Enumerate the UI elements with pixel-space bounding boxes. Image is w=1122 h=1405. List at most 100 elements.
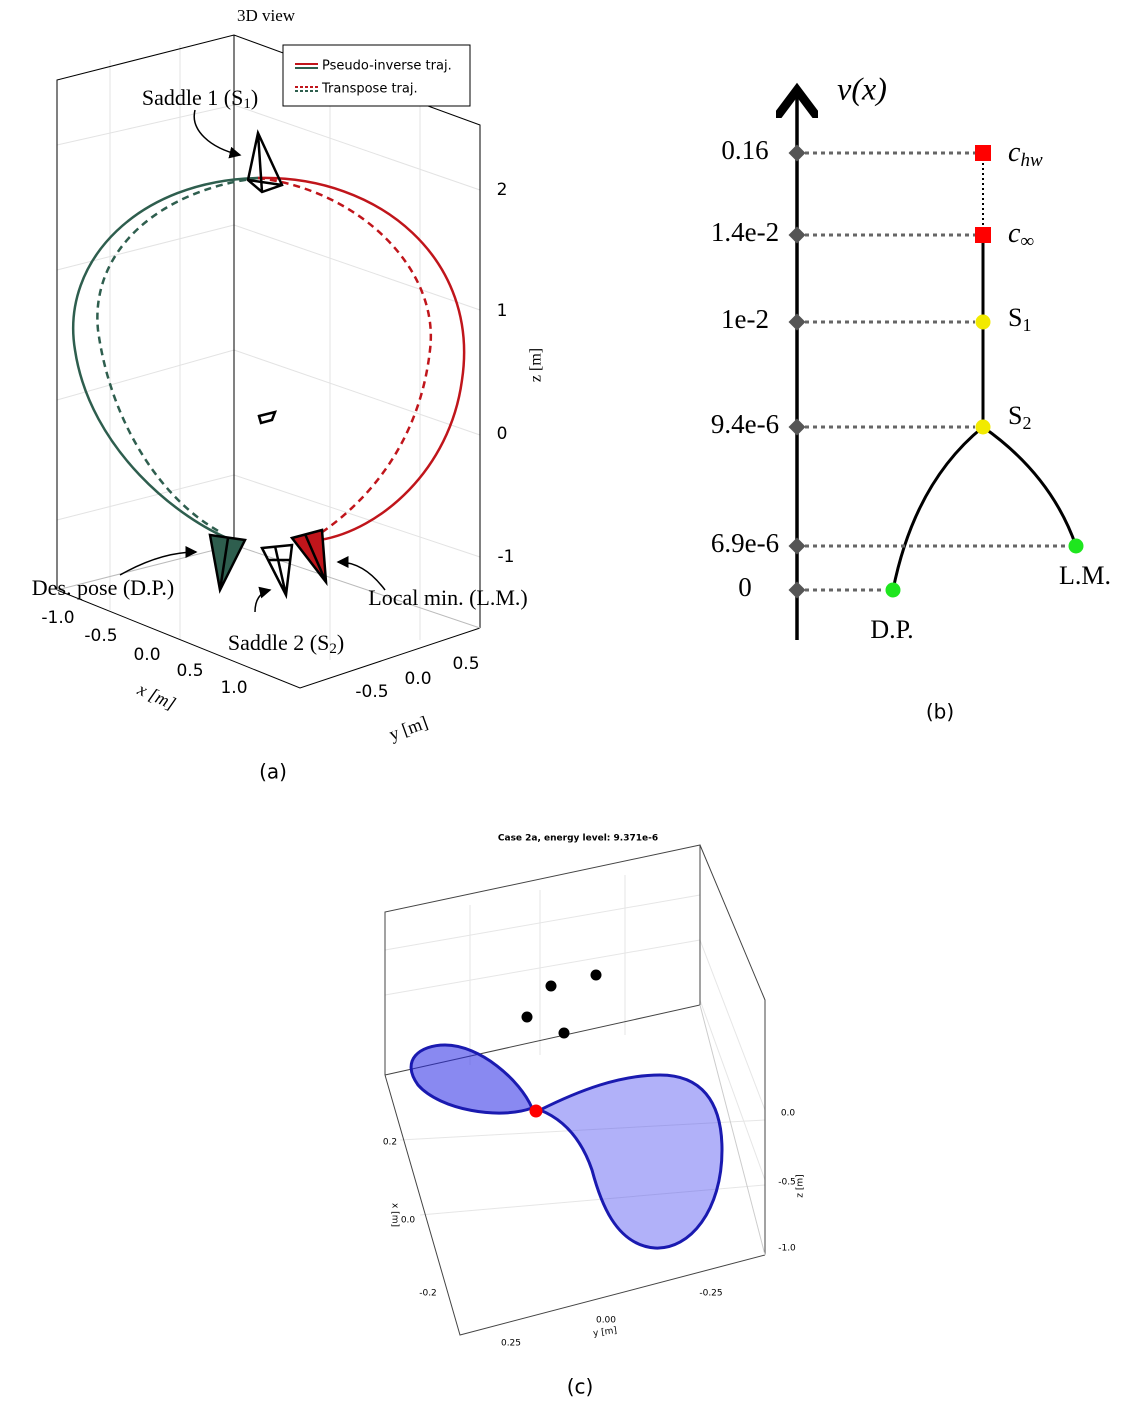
tick-label: -0.5 (355, 682, 388, 702)
node-lm (1068, 538, 1084, 554)
node-label: S2 (1008, 401, 1031, 433)
tick-label: 0 (497, 424, 508, 444)
tick-label: -1.0 (41, 608, 74, 628)
poses (208, 129, 328, 600)
annotation: Local min. (L.M.) (368, 585, 527, 610)
box-edge (56, 34, 481, 628)
tick-label: 0.0 (401, 1216, 416, 1226)
annotation-text: Saddle 1 (S (142, 85, 243, 110)
arrow (119, 546, 198, 576)
tick-label: 0.2 (383, 1138, 397, 1148)
annotation: Saddle 1 (S1) (142, 85, 258, 112)
caption: (c) (567, 1375, 594, 1399)
node-label: D.P. (870, 615, 913, 644)
tree-edge (982, 425, 1078, 547)
point (590, 969, 602, 981)
pose-dp (208, 533, 247, 594)
node-sub: 2 (1022, 413, 1031, 433)
arrow (254, 586, 272, 613)
level-label: 0 (738, 572, 752, 602)
tick-label: 0.5 (452, 654, 479, 674)
tick-label: -1.0 (778, 1244, 796, 1254)
level-tick (788, 144, 806, 162)
trajectory (257, 176, 433, 537)
tick-label: 0.25 (501, 1339, 521, 1349)
annotation-end: ) (251, 85, 258, 110)
tick-label: 1.0 (220, 678, 247, 698)
level-label: 0.16 (721, 135, 768, 165)
node-sub: ∞ (1020, 231, 1034, 252)
legend (282, 44, 471, 107)
level-label: 1.4e-2 (711, 217, 779, 247)
node-text: c (1008, 218, 1021, 249)
annotation: Saddle 2 (S2) (228, 630, 344, 657)
level-tick (788, 418, 806, 436)
panel-a: Pseudo-inverse traj. Transpose traj. 3D … (32, 6, 545, 784)
panel-title: Case 2a, energy level: 9.371e-6 (498, 834, 658, 844)
panel-title: 3D view (237, 6, 296, 25)
box-edge (384, 1074, 766, 1336)
node-sub: hw (1020, 150, 1043, 171)
point (558, 1027, 570, 1039)
pose-small (257, 410, 278, 425)
level-tick (788, 313, 806, 331)
box-edge (384, 844, 701, 1076)
annotation-end: ) (337, 630, 344, 655)
node-text: S (1008, 401, 1022, 430)
tree-edge (891, 425, 984, 591)
axis-label: y [m] (386, 712, 430, 744)
tick-label: 0.0 (781, 1109, 796, 1119)
region (536, 1073, 724, 1250)
point (521, 1011, 533, 1023)
arrow (193, 109, 242, 159)
tick-label: 1 (497, 301, 508, 321)
box-edge (56, 589, 481, 689)
tick-label: -0.25 (699, 1289, 722, 1299)
level-label: 1e-2 (721, 304, 769, 334)
tick-label: 0.00 (596, 1316, 616, 1326)
caption: (b) (926, 700, 954, 724)
level-tick (788, 537, 806, 555)
point (529, 1104, 543, 1118)
node-s1 (975, 314, 991, 330)
panel-c: Case 2a, energy level: 9.371e-6 x [m] y … (383, 834, 806, 1399)
box-edge (699, 844, 766, 1255)
point (545, 980, 557, 992)
pose-s2 (260, 543, 294, 600)
pose-s1 (246, 129, 284, 194)
grid (384, 875, 766, 1216)
tick-label: -0.5 (84, 626, 117, 646)
node-label: S1 (1008, 303, 1031, 335)
tick-label: 0.0 (133, 645, 160, 665)
level-label: 9.4e-6 (711, 409, 779, 439)
tick-label: -1 (498, 547, 515, 567)
axis-label: x [m] (390, 1203, 400, 1227)
level-tick (788, 226, 806, 244)
level-label: 6.9e-6 (711, 528, 779, 558)
axis-label: x [m] (134, 678, 179, 713)
arrow (336, 556, 386, 591)
axis-label: z [m] (796, 1174, 806, 1197)
node-text: c (1008, 137, 1021, 168)
axis-label: y [m] (592, 1326, 617, 1339)
legend-label: Pseudo-inverse traj. (322, 59, 452, 74)
tick-label: -0.5 (778, 1178, 796, 1188)
panel-b: 0.161.4e-21e-29.4e-66.9e-60 v(x) chw c∞ … (711, 70, 1111, 723)
axis-label: v(x) (837, 70, 887, 106)
grid (56, 45, 481, 660)
node-text: S (1008, 303, 1022, 332)
trajectory (72, 176, 259, 542)
node-cinf (975, 227, 991, 243)
tick-label: -0.2 (419, 1289, 437, 1299)
annotation: Des. pose (D.P.) (32, 575, 174, 600)
annotation-text: Saddle 2 (S (228, 630, 329, 655)
pose-lm (289, 528, 328, 587)
box-edge (699, 1004, 766, 1256)
node-label: c∞ (1008, 218, 1034, 252)
arrows (119, 109, 386, 613)
node-chw (975, 145, 991, 161)
node-sub: 1 (1022, 315, 1031, 335)
node-dp (885, 582, 901, 598)
node-s2 (975, 419, 991, 435)
